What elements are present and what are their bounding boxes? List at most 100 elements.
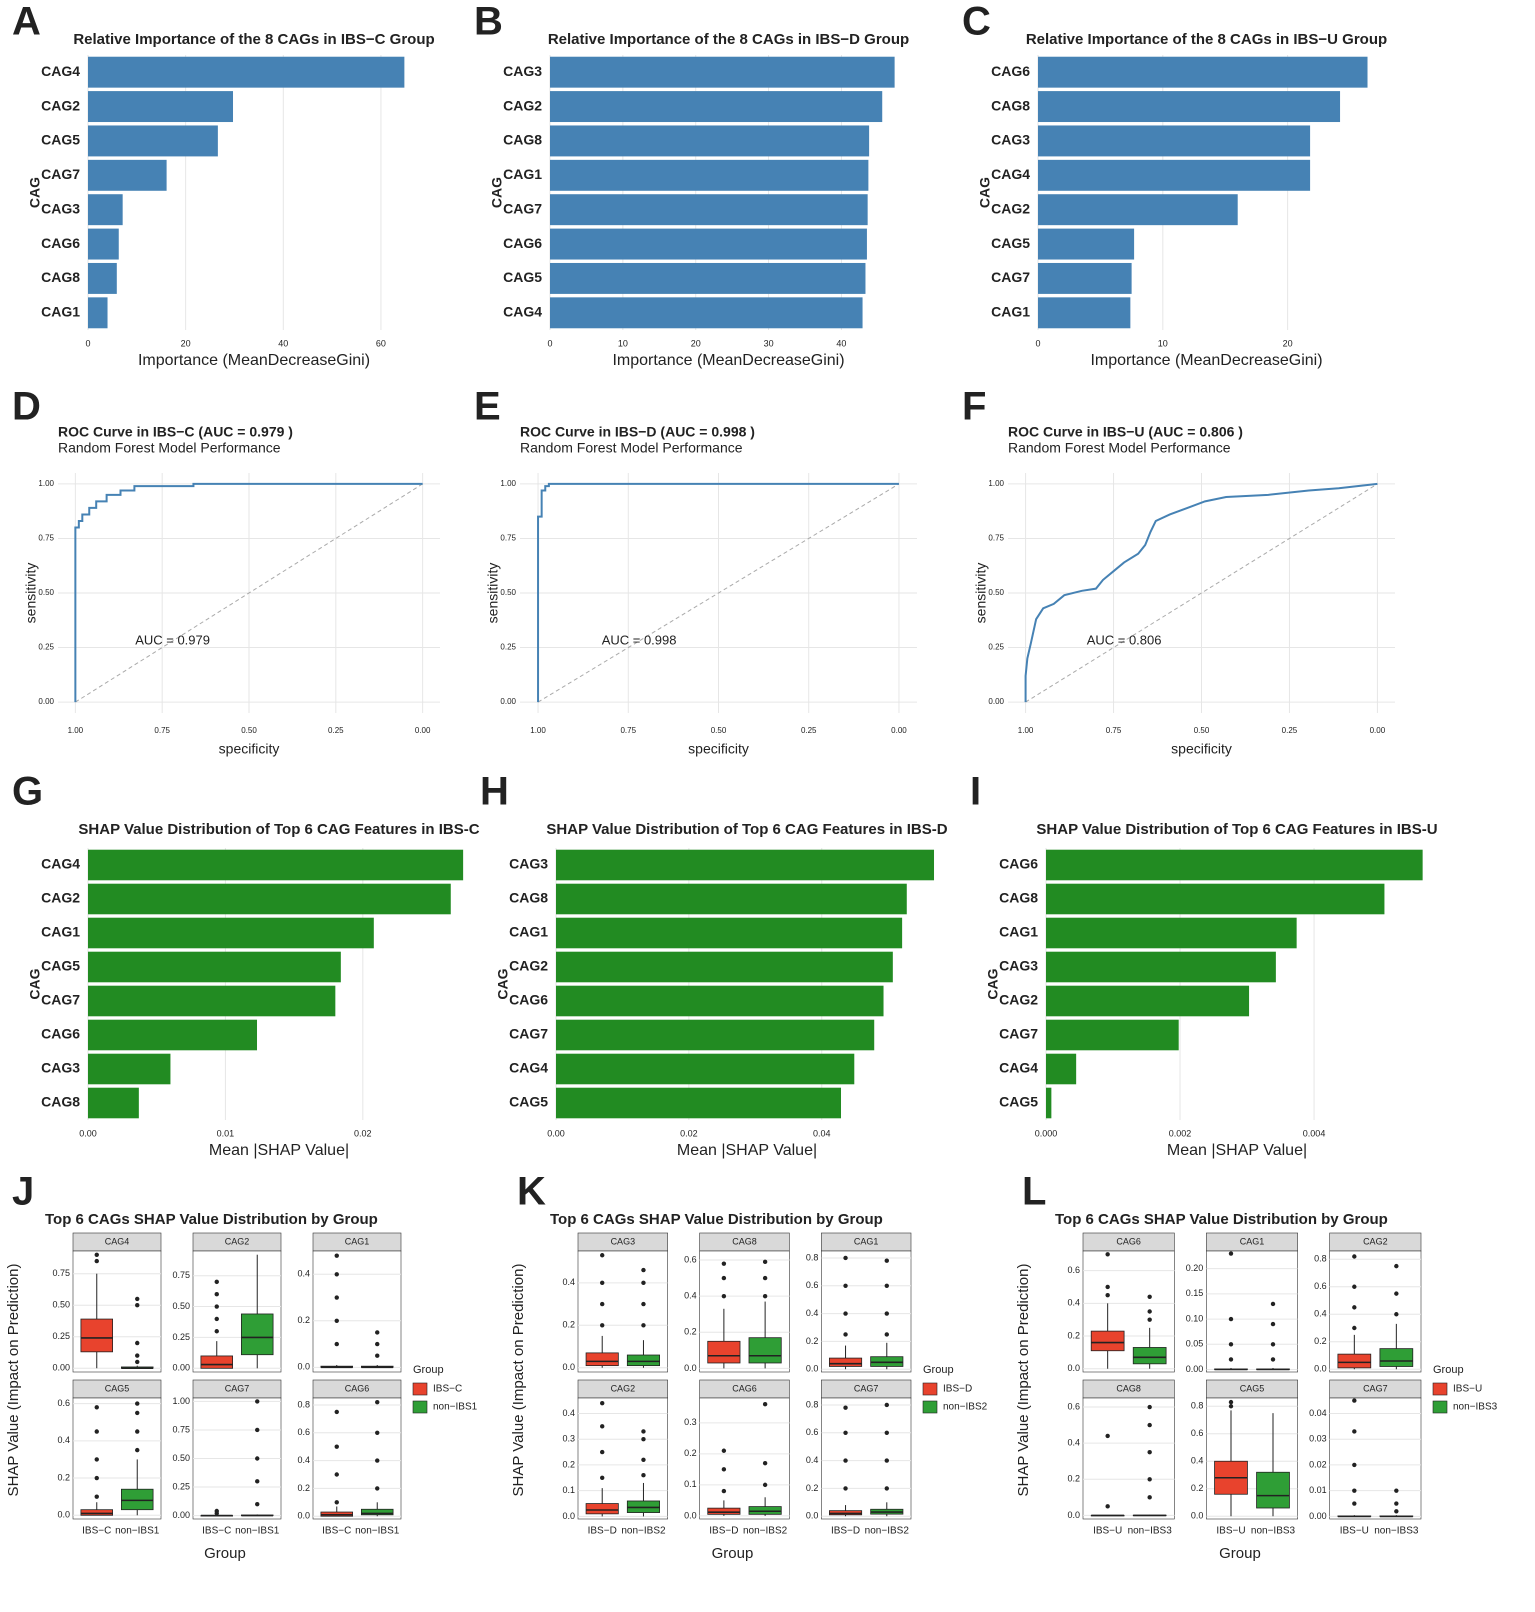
x-tick-label: 0.01 (217, 1128, 235, 1138)
x-axis-label: Importance (MeanDecreaseGini) (138, 352, 370, 369)
y-tick-label: 0.1 (684, 1479, 697, 1489)
panel-letter: C (962, 0, 991, 44)
bar (88, 1053, 171, 1085)
box (1337, 1353, 1372, 1369)
bar (550, 194, 868, 226)
facet-label: CAG6 (1116, 1236, 1141, 1246)
outlier (721, 1275, 727, 1281)
outlier (1228, 1316, 1234, 1322)
outlier (843, 1332, 848, 1337)
y-tick-label: 0.25 (38, 643, 54, 652)
outlier (135, 1353, 140, 1358)
facet-label: CAG3 (611, 1236, 636, 1246)
x-tick-label: 0 (1035, 338, 1040, 348)
bar (550, 56, 895, 88)
facet-panel (312, 1250, 402, 1373)
y-axis-label: CAG (27, 968, 43, 999)
bar (88, 849, 464, 881)
legend-label: non−IBS1 (433, 1402, 478, 1413)
y-tick-label: 0.4 (1191, 1456, 1204, 1466)
y-tick-label: 0.2 (1067, 1330, 1080, 1340)
box (80, 1509, 113, 1516)
outlier (641, 1267, 646, 1273)
y-tick-label: CAG1 (41, 304, 80, 320)
outlier (255, 1456, 260, 1461)
y-tick-label: 0.50 (172, 1453, 190, 1463)
box (1132, 1347, 1167, 1365)
y-tick-label: CAG6 (503, 235, 542, 251)
y-tick-label: 0.6 (1314, 1281, 1327, 1291)
outlier (1352, 1488, 1357, 1493)
bar (556, 985, 884, 1017)
reference-diagonal (537, 483, 900, 703)
bar (88, 56, 405, 88)
outlier (1352, 1398, 1357, 1403)
x-axis-label: Mean |SHAP Value| (209, 1142, 349, 1159)
outlier (1352, 1325, 1357, 1331)
outlier (255, 1427, 260, 1433)
x-tick-label: 0.00 (79, 1128, 97, 1138)
outlier (214, 1508, 219, 1514)
y-tick-label: 0.0 (1314, 1364, 1327, 1374)
y-axis-label: SHAP Value (Impact on Prediction) (5, 1264, 22, 1497)
chart-subtitle: Random Forest Model Performance (1008, 440, 1231, 456)
x-tick-label: 0.02 (680, 1128, 698, 1138)
outlier (762, 1460, 768, 1466)
y-tick-label: 0.0 (1067, 1510, 1080, 1520)
outlier (884, 1430, 889, 1435)
outlier (214, 1329, 219, 1334)
x-tick-label: non−IBS1 (355, 1526, 400, 1537)
x-tick-label: 0 (547, 338, 552, 348)
x-tick-label: non−IBS3 (1128, 1526, 1173, 1537)
bar (1046, 985, 1250, 1017)
bar (1046, 1053, 1077, 1085)
y-tick-label: 0.00 (500, 697, 516, 706)
y-tick-label: CAG3 (999, 958, 1038, 974)
bar (88, 951, 341, 983)
legend-title: Group (413, 1364, 444, 1376)
outlier (762, 1402, 768, 1407)
chart-title: Relative Importance of the 8 CAGs in IBS… (548, 31, 909, 48)
y-tick-label: 0.50 (988, 588, 1004, 597)
bar (88, 1087, 139, 1119)
y-axis-label: sensitivity (973, 563, 989, 624)
y-tick-label: 0.2 (1314, 1336, 1327, 1346)
y-tick-label: 0.00 (1186, 1364, 1204, 1374)
y-tick-label: CAG7 (41, 166, 80, 182)
x-tick-label: non−IBS3 (1374, 1526, 1419, 1537)
facet-label: CAG5 (1240, 1383, 1265, 1393)
outlier (214, 1292, 219, 1297)
outlier (334, 1318, 339, 1324)
y-tick-label: 0.75 (500, 534, 516, 543)
x-tick-label: 20 (691, 338, 701, 348)
outlier (721, 1261, 727, 1266)
x-tick-label: IBS−C (322, 1526, 351, 1537)
bar (550, 262, 866, 294)
outlier (1105, 1252, 1110, 1257)
y-tick-label: 0.6 (806, 1280, 819, 1290)
bar (1038, 262, 1132, 294)
facet-panel (72, 1250, 162, 1373)
y-tick-label: CAG2 (503, 97, 542, 113)
y-tick-label: CAG2 (41, 890, 80, 906)
outlier (884, 1458, 889, 1463)
outlier (600, 1449, 605, 1455)
outlier (135, 1447, 140, 1453)
y-axis-label: CAG (985, 968, 1001, 999)
y-tick-label: CAG1 (503, 166, 542, 182)
bar (1046, 849, 1423, 881)
y-tick-label: 1.00 (172, 1396, 190, 1406)
y-tick-label: CAG8 (41, 269, 80, 285)
x-tick-label: IBS−D (588, 1526, 617, 1537)
outlier (600, 1301, 605, 1307)
y-tick-label: 0.05 (1186, 1339, 1204, 1349)
legend-label: IBS−U (1453, 1384, 1482, 1395)
x-axis-label: Mean |SHAP Value| (1167, 1142, 1307, 1159)
outlier (135, 1340, 140, 1346)
y-tick-label: CAG5 (999, 1094, 1038, 1110)
outlier (375, 1399, 380, 1405)
outlier (641, 1429, 646, 1434)
y-tick-label: CAG3 (41, 200, 80, 216)
x-tick-label: 0.002 (1169, 1128, 1192, 1138)
box (240, 1313, 274, 1356)
